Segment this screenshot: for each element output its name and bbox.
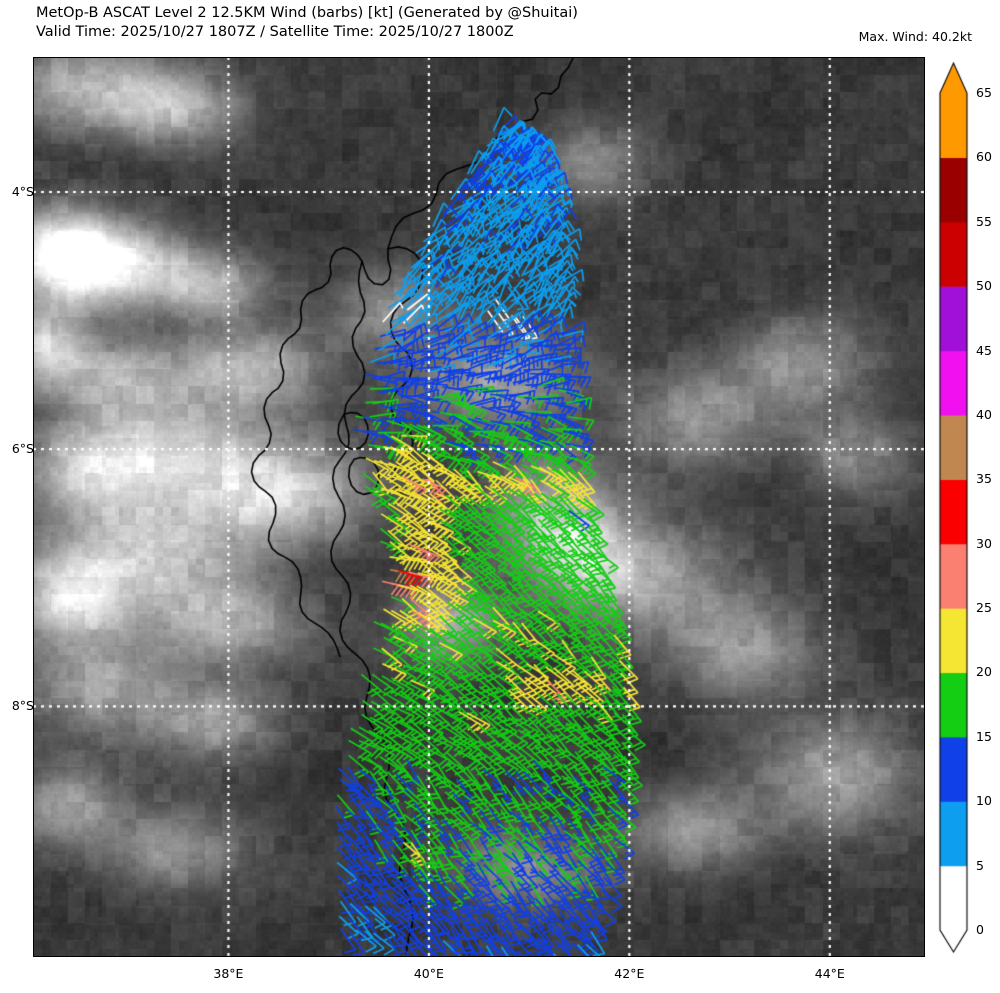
colorbar [936,57,972,958]
max-wind-label: Max. Wind: 40.2kt [858,29,972,44]
colorbar-tick-label: 55 [976,213,992,229]
colorbar-tick-label: 0 [976,922,984,937]
colorbar-tick-label: 35 [976,471,992,487]
colorbar-tick-label: 30 [976,535,992,551]
colorbar-tick-label: 40 [976,406,992,422]
colorbar-tick-label: 50 [976,278,992,294]
lon-tick-label: 40°E [413,966,444,981]
lat-tick-label: 8°S [11,698,34,714]
colorbar-tick-labels: 0 5 10 15 20 25 30 35 40 45 50 55 60 65 [972,57,1000,958]
colorbar-tick-label: 10 [976,793,992,809]
colorbar-canvas [936,57,972,958]
lon-tick-label: 42°E [614,966,645,981]
lat-tick-label: 4°S [11,184,34,199]
satellite-wind-canvas [33,57,925,957]
title-line-1: MetOp-B ASCAT Level 2 12.5KM Wind (barbs… [36,5,578,21]
colorbar-tick-label: 60 [976,149,992,165]
map-plot-area [33,57,925,957]
colorbar-tick-label: 20 [976,664,992,680]
colorbar-tick-label: 65 [976,85,992,100]
lon-tick-label: 44°E [814,966,845,981]
colorbar-tick-label: 25 [976,600,992,616]
colorbar-tick-label: 5 [976,857,984,873]
lon-tick-label: 38°E [213,966,244,981]
lat-tick-label: 6°S [11,441,34,457]
title-line-2: Valid Time: 2025/10/27 1807Z / Satellite… [36,24,514,40]
colorbar-tick-label: 15 [976,728,992,744]
colorbar-tick-label: 45 [976,342,992,358]
figure-title: MetOp-B ASCAT Level 2 12.5KM Wind (barbs… [36,4,756,42]
